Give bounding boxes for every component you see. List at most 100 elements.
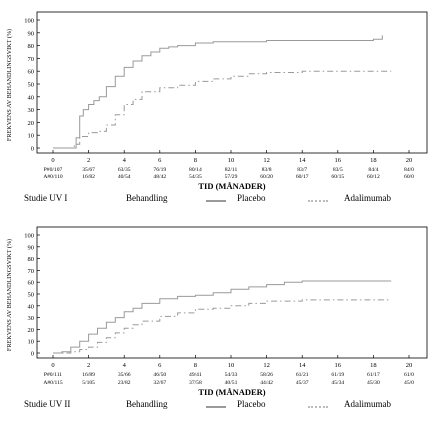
risk-table-cell: 61/19 bbox=[331, 372, 344, 378]
risk-table-cell: 16/89 bbox=[82, 372, 95, 378]
y-tick-label: 70 bbox=[28, 268, 35, 275]
x-tick-label: 20 bbox=[406, 157, 413, 164]
risk-table-cell: P#0/111 bbox=[44, 372, 62, 378]
risk-table-cell: 23/82 bbox=[118, 380, 131, 386]
x-tick-label: 0 bbox=[51, 157, 54, 164]
y-tick-label: 90 bbox=[28, 30, 35, 37]
y-tick-label: 80 bbox=[28, 43, 35, 50]
treatment-label-2: Behandling bbox=[126, 399, 168, 409]
risk-table-cell: 84/4 bbox=[368, 167, 378, 173]
x-tick-label: 16 bbox=[335, 362, 342, 369]
risk-table-cell: 35/67 bbox=[82, 167, 95, 173]
series-line-adalimumab bbox=[53, 299, 392, 354]
plot-frame bbox=[36, 11, 428, 154]
risk-table-cell: 40/51 bbox=[225, 380, 238, 386]
risk-table-cell: 58/26 bbox=[260, 372, 273, 378]
risk-table-cell: P#0/107 bbox=[44, 167, 63, 173]
risk-table-cell: 61/17 bbox=[367, 372, 380, 378]
risk-table-cell: 60/0 bbox=[404, 174, 414, 180]
x-tick-label: 4 bbox=[123, 157, 127, 164]
risk-table-cell: 60/15 bbox=[331, 174, 344, 180]
risk-table-cell: 83/7 bbox=[297, 167, 307, 173]
legend-placebo-2: Placebo bbox=[237, 399, 266, 409]
x-tick-label: 6 bbox=[158, 362, 162, 369]
y-tick-label: 0 bbox=[31, 351, 34, 358]
risk-table-cell: 61/21 bbox=[296, 372, 309, 378]
series-line-placebo bbox=[53, 35, 383, 149]
x-tick-label: 2 bbox=[87, 157, 90, 164]
legend-line-placebo-2 bbox=[206, 406, 226, 408]
risk-table-cell: 63/35 bbox=[118, 167, 131, 173]
risk-table-cell: 60/17 bbox=[296, 174, 309, 180]
risk-table-cell: 84/0 bbox=[404, 167, 414, 173]
x-axis-label: TID (MÅNADER) bbox=[198, 181, 265, 191]
y-tick-label: 40 bbox=[28, 94, 35, 101]
legend-adalimumab-1: Adalimumab bbox=[344, 193, 391, 203]
treatment-label-1: Behandling bbox=[126, 193, 168, 203]
y-tick-label: 100 bbox=[24, 18, 34, 25]
risk-table-cell: 60/20 bbox=[260, 174, 273, 180]
risk-table-cell: 57/29 bbox=[225, 174, 238, 180]
y-tick-label: 10 bbox=[28, 133, 35, 140]
legend-placebo-1: Placebo bbox=[237, 193, 266, 203]
y-tick-label: 50 bbox=[28, 292, 35, 299]
x-tick-label: 20 bbox=[406, 362, 413, 369]
risk-table-cell: 54/35 bbox=[189, 174, 202, 180]
risk-table-cell: 76/19 bbox=[153, 167, 166, 173]
risk-table-cell: 16/82 bbox=[82, 174, 95, 180]
risk-table-cell: 54/33 bbox=[225, 372, 238, 378]
series-line-placebo bbox=[53, 280, 392, 354]
risk-table-cell: 83/8 bbox=[262, 167, 272, 173]
y-tick-label: 80 bbox=[28, 256, 35, 263]
y-tick-label: 40 bbox=[28, 303, 35, 310]
series-line-adalimumab bbox=[53, 70, 392, 149]
x-tick-label: 10 bbox=[228, 362, 235, 369]
x-axis-label: TID (MÅNADER) bbox=[198, 387, 265, 397]
x-tick-label: 4 bbox=[123, 362, 127, 369]
chart-study-uv-ii: 0 10 20 30 40 50 60 70 80 90 100 0 2 4 6 8 10 12 14 16 18 20 P… bbox=[6, 226, 428, 397]
x-tick-label: 2 bbox=[87, 362, 90, 369]
y-tick-label: 70 bbox=[28, 56, 35, 63]
chart-study-uv-i: 0 10 20 30 40 50 60 70 80 90 100 0 2 4 6 8 10 12 14 16 18 20 P… bbox=[6, 11, 428, 191]
risk-table-cell: 46/50 bbox=[153, 372, 166, 378]
risk-table-cell: 37/58 bbox=[189, 380, 202, 386]
x-tick-label: 6 bbox=[158, 157, 162, 164]
x-tick-label: 16 bbox=[335, 157, 342, 164]
legend-line-adalimumab-1 bbox=[308, 200, 328, 202]
risk-table-cell: 83/5 bbox=[333, 167, 343, 173]
x-tick-label: 12 bbox=[263, 362, 270, 369]
risk-table-cell: 60/12 bbox=[367, 174, 380, 180]
x-tick-label: 0 bbox=[51, 362, 54, 369]
risk-table-cell: 5/105 bbox=[82, 380, 95, 386]
risk-table-cell: 35/66 bbox=[118, 372, 131, 378]
y-tick-label: 50 bbox=[28, 82, 35, 89]
y-tick-label: 90 bbox=[28, 244, 35, 251]
y-tick-label: 0 bbox=[31, 146, 34, 153]
risk-table-cell: 61/0 bbox=[404, 372, 414, 378]
y-tick-label: 20 bbox=[28, 120, 35, 127]
y-tick-label: 30 bbox=[28, 315, 35, 322]
risk-table-cell: 48/42 bbox=[153, 174, 166, 180]
study-label-1: Studie UV I bbox=[24, 193, 68, 203]
risk-table-cell: 40/54 bbox=[118, 174, 131, 180]
legend-line-placebo-1 bbox=[206, 200, 226, 202]
y-tick-label: 100 bbox=[24, 233, 34, 240]
legend-line-adalimumab-2 bbox=[308, 406, 328, 408]
risk-table-cell: 45/30 bbox=[367, 380, 380, 386]
y-tick-label: 60 bbox=[28, 280, 35, 287]
risk-table-cell: 32/67 bbox=[153, 380, 166, 386]
y-tick-label: 10 bbox=[28, 339, 35, 346]
plot-frame bbox=[36, 226, 428, 359]
risk-table-cell: 80/14 bbox=[189, 167, 202, 173]
x-tick-label: 12 bbox=[263, 157, 270, 164]
x-tick-label: 18 bbox=[370, 157, 377, 164]
y-tick-label: 20 bbox=[28, 327, 35, 334]
y-tick-label: 30 bbox=[28, 107, 35, 114]
legend-adalimumab-2: Adalimumab bbox=[344, 399, 391, 409]
x-tick-label: 8 bbox=[194, 157, 197, 164]
x-tick-label: 10 bbox=[228, 157, 235, 164]
y-axis-label: FREKVENS AV BEHANDLINGSVIKT (%) bbox=[6, 29, 13, 141]
study-label-2: Studie UV II bbox=[24, 399, 71, 409]
risk-table-cell: 45/37 bbox=[296, 380, 309, 386]
